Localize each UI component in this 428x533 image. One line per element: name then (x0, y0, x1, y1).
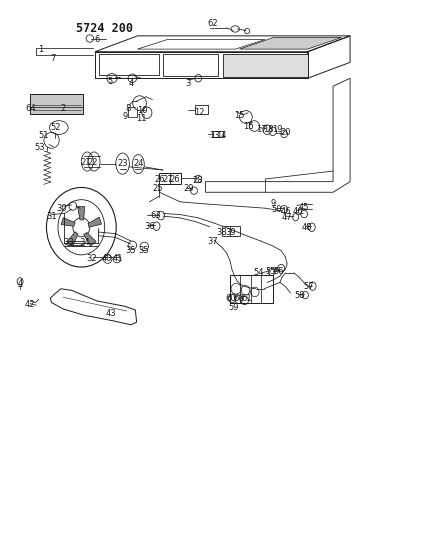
Polygon shape (67, 232, 78, 246)
Text: 11: 11 (137, 114, 147, 123)
Text: 43: 43 (106, 309, 116, 318)
Text: 10: 10 (137, 106, 148, 115)
Bar (30, 94, 83, 114)
Text: 20: 20 (280, 128, 291, 138)
Text: 51: 51 (39, 131, 49, 140)
Text: 32: 32 (86, 254, 97, 263)
Text: 33: 33 (63, 238, 74, 247)
Text: 53: 53 (34, 143, 45, 152)
Text: 7: 7 (51, 54, 56, 62)
Text: 13: 13 (209, 131, 219, 140)
Text: 52: 52 (51, 123, 61, 132)
Text: 46: 46 (281, 207, 291, 216)
Text: 23: 23 (117, 159, 128, 167)
Text: 6: 6 (95, 35, 100, 44)
Text: 46: 46 (293, 207, 303, 216)
Bar (159, 173, 181, 184)
Text: 21: 21 (80, 158, 91, 166)
Text: 64: 64 (25, 104, 36, 113)
Bar (223, 54, 308, 77)
Polygon shape (84, 232, 96, 246)
Text: 12: 12 (194, 108, 205, 117)
Text: 8: 8 (125, 104, 131, 113)
Text: 9: 9 (123, 112, 128, 122)
Text: 5724 200: 5724 200 (76, 21, 133, 35)
Polygon shape (61, 217, 75, 227)
Text: 36: 36 (144, 222, 155, 231)
Text: 58: 58 (294, 291, 305, 300)
Polygon shape (240, 37, 342, 49)
Text: 61: 61 (241, 294, 252, 303)
Text: 45: 45 (299, 203, 309, 212)
Text: 48: 48 (301, 223, 312, 232)
Text: 2: 2 (60, 104, 65, 113)
Bar (195, 105, 208, 114)
Text: 54: 54 (253, 268, 264, 277)
Text: 28: 28 (193, 175, 203, 184)
Bar (230, 275, 273, 303)
Text: 30: 30 (56, 204, 67, 213)
Text: 34: 34 (79, 238, 89, 247)
Text: 60: 60 (226, 294, 236, 303)
Text: 25: 25 (153, 183, 163, 192)
Polygon shape (88, 217, 101, 227)
Text: 56: 56 (273, 268, 284, 276)
Text: 5: 5 (107, 77, 113, 86)
Text: 42: 42 (25, 300, 36, 309)
Text: 40: 40 (101, 254, 112, 263)
Text: 22: 22 (87, 158, 98, 166)
Text: 24: 24 (133, 159, 143, 167)
Polygon shape (77, 207, 85, 220)
Text: 31: 31 (46, 212, 57, 221)
Text: 41: 41 (113, 254, 124, 263)
Text: 9: 9 (271, 199, 276, 208)
Text: 15: 15 (234, 111, 245, 120)
Text: 14: 14 (217, 131, 227, 140)
Text: 39: 39 (225, 228, 235, 237)
Text: 50: 50 (272, 205, 282, 214)
Text: 16: 16 (243, 122, 253, 131)
Text: 26: 26 (154, 174, 165, 183)
Bar (222, 226, 240, 236)
Bar (99, 54, 159, 75)
Text: 18: 18 (263, 125, 274, 134)
Text: 47: 47 (282, 213, 292, 222)
Bar (213, 131, 223, 137)
Text: 38: 38 (217, 228, 227, 237)
Text: 59: 59 (228, 303, 238, 312)
Text: 29: 29 (183, 183, 194, 192)
Text: 3: 3 (185, 79, 190, 88)
Text: 4: 4 (18, 279, 23, 288)
Text: 4: 4 (128, 79, 134, 88)
Text: 35: 35 (138, 246, 149, 255)
Text: 60: 60 (233, 294, 244, 303)
Text: 19: 19 (273, 125, 283, 134)
Text: 63: 63 (150, 211, 160, 220)
Text: 17: 17 (256, 125, 267, 134)
Text: 1: 1 (38, 45, 43, 54)
Text: 26: 26 (169, 174, 180, 183)
Text: 62: 62 (208, 19, 218, 28)
Bar (163, 54, 218, 76)
Text: 57: 57 (303, 282, 314, 291)
Text: 35: 35 (126, 246, 137, 255)
Text: 55: 55 (266, 268, 276, 276)
Text: 37: 37 (208, 237, 219, 246)
Text: 27: 27 (162, 174, 172, 183)
